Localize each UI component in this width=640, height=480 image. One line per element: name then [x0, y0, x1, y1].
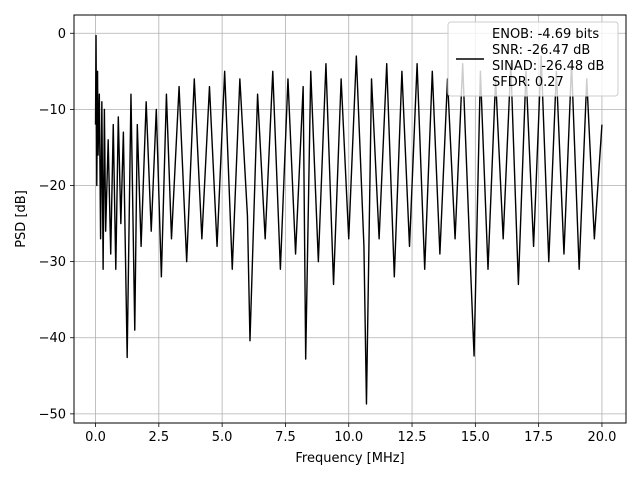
x-tick-label: 5.0	[212, 430, 233, 445]
y-tick-label: −30	[39, 255, 66, 270]
legend-box	[447, 21, 619, 97]
y-tick-label: 0	[58, 27, 66, 42]
plot-area	[94, 34, 603, 405]
axes-frame	[73, 14, 627, 424]
y-axis-ticks: 0 −10 −20 −30 −40 −50	[39, 27, 74, 422]
psd-series-line	[94, 34, 603, 405]
x-tick-label: 10.0	[334, 430, 363, 445]
x-tick-label: 20.0	[587, 430, 616, 445]
legend-entry-sfdr: SFDR: 0.27	[492, 75, 564, 90]
x-tick-label: 0.0	[85, 430, 106, 445]
y-tick-label: −20	[39, 179, 66, 194]
y-axis-label: PSD [dB]	[14, 190, 29, 248]
y-tick-label: −40	[39, 331, 66, 346]
x-axis-ticks: 0.0 2.5 5.0 7.5 10.0 12.5 15.0 17.5 20.0	[85, 423, 616, 445]
legend-entry-snr: SNR: -26.47 dB	[492, 43, 590, 58]
legend: ENOB: -4.69 bits SNR: -26.47 dB SINAD: -…	[447, 21, 619, 97]
x-tick-label: 2.5	[148, 430, 169, 445]
y-tick-label: −10	[39, 103, 66, 118]
x-tick-label: 17.5	[524, 430, 553, 445]
x-tick-label: 15.0	[461, 430, 490, 445]
legend-entry-enob: ENOB: -4.69 bits	[492, 27, 599, 42]
x-axis-label: Frequency [MHz]	[295, 451, 404, 466]
legend-entry-sinad: SINAD: -26.48 dB	[492, 59, 604, 74]
x-tick-label: 7.5	[275, 430, 296, 445]
y-tick-label: −50	[39, 407, 66, 422]
x-tick-label: 12.5	[398, 430, 427, 445]
